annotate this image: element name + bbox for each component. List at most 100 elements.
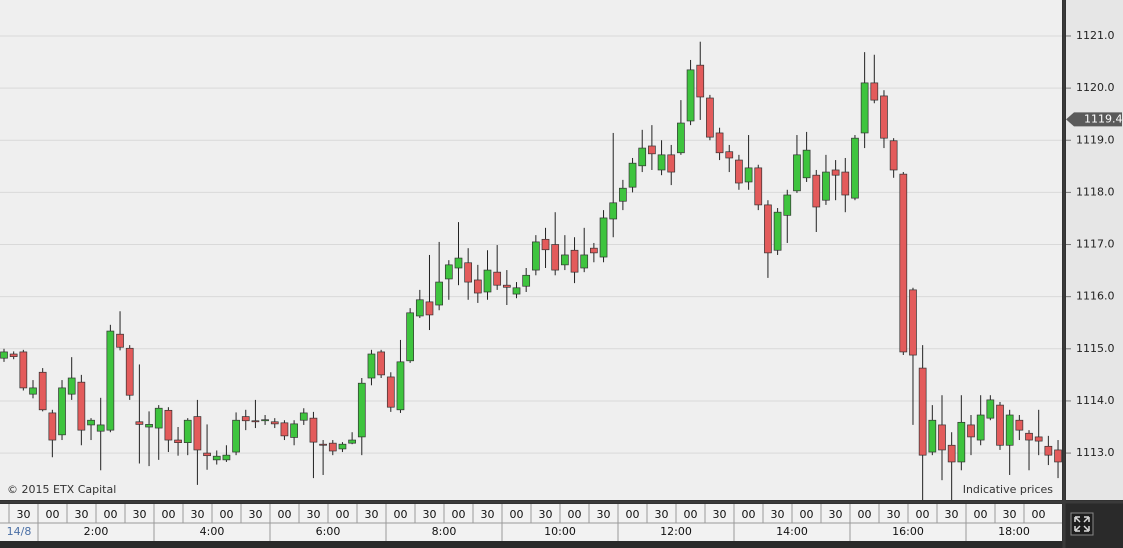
price-axis-panel [1066,0,1123,500]
candle-body [928,419,937,453]
candle [348,432,356,445]
candle-body [590,247,598,254]
candle-body [686,69,695,122]
candle [1005,409,1014,475]
candle [164,407,173,453]
candle-body [831,169,840,176]
candle-body [309,417,318,443]
time-minor-label: 00 [278,508,292,521]
y-tick-label: 1116.0 [1076,290,1115,303]
time-minor-label: 00 [1032,508,1046,521]
candle [580,227,589,273]
candle-body [483,269,492,293]
candle [19,349,28,391]
time-minor-label: 30 [713,508,727,521]
time-minor-label: 00 [858,508,872,521]
candle [444,260,453,300]
candle-body [1034,436,1043,442]
candle-body [222,454,231,461]
candle-body [473,279,482,294]
candle [367,349,376,386]
candle-body [880,95,888,139]
time-minor-label: 30 [423,508,437,521]
candle-body [280,422,289,437]
time-minor-label: 30 [887,508,901,521]
candle [590,242,598,263]
expand-icon[interactable] [1074,516,1090,532]
candle [377,349,385,378]
candle [290,420,298,446]
candle [222,445,231,462]
expand-button-box[interactable] [1070,512,1094,536]
time-minor-label: 00 [800,508,814,521]
candle-body [96,424,105,432]
time-minor-label: 00 [104,508,118,521]
time-major-label: 14:00 [776,525,808,538]
time-major-label: 14/8 [7,525,32,538]
candle [976,395,985,446]
candle [541,227,550,268]
candle [1025,430,1033,471]
candle [454,222,463,286]
candle-body [976,414,985,441]
candle-body [406,312,414,362]
time-minor-label: 30 [1003,508,1017,521]
candle [773,208,782,255]
candle-body [744,167,753,183]
candle-body [454,257,463,269]
candle-body [415,299,424,317]
candle [174,427,182,456]
candle-body [628,162,637,188]
candle [938,395,946,481]
candle-body [502,284,511,288]
time-minor-label: 30 [133,508,147,521]
time-minor-label: 30 [771,508,785,521]
candle [822,154,830,205]
candle-body [909,289,917,356]
candle-body [77,381,86,431]
candle-body [183,419,192,443]
time-major-label: 16:00 [892,525,924,538]
candle-body [841,171,850,196]
candle [599,210,608,263]
time-major-label: 10:00 [544,525,576,538]
time-minor-label: 00 [510,508,524,521]
candle-body [783,194,792,216]
candle-body [899,173,908,353]
note: Indicative prices [963,483,1054,496]
candle [135,364,144,464]
candle-body [193,416,202,451]
candle [715,127,724,161]
candle-body [812,174,821,208]
candle [464,248,473,300]
candle [96,397,105,471]
candle-body [725,151,734,159]
candle [851,135,859,201]
y-tick-label: 1114.0 [1076,394,1115,407]
candle [889,138,898,178]
grid [0,35,1062,454]
time-minor-label: 30 [307,508,321,521]
candle [232,412,240,456]
candle [9,351,18,360]
candle [793,135,801,193]
expand-button[interactable] [1070,512,1094,536]
time-major-label: 18:00 [998,525,1030,538]
time-major-label: 8:00 [432,525,457,538]
time-major-label: 12:00 [660,525,692,538]
candle [880,90,888,149]
candle-body [764,204,772,254]
candle [425,254,434,331]
candle-body [328,442,337,452]
candle [212,450,221,465]
time-minor-label: 00 [626,508,640,521]
candle-body [261,419,269,422]
candle [909,287,917,425]
candle-body [251,420,260,423]
candle-body [290,423,298,438]
time-minor-label: 30 [539,508,553,521]
candle [435,241,443,311]
time-minor-label: 00 [974,508,988,521]
candle [251,399,260,429]
